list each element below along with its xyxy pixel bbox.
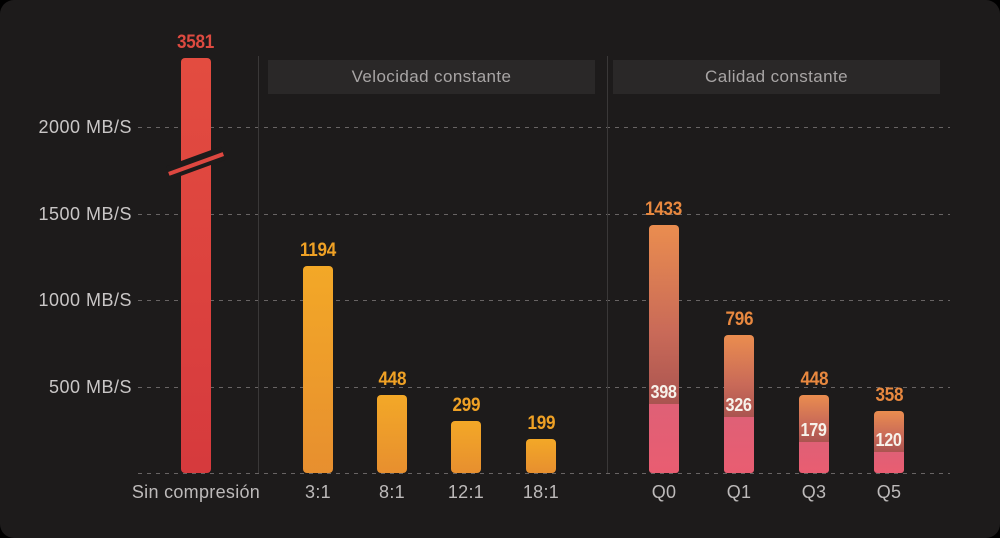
value-label-8-1: 448: [378, 369, 406, 391]
x-tick-label-8-1: 8:1: [379, 482, 405, 502]
x-tick-label-q0: Q0: [651, 482, 677, 502]
bar-segment-upper: [649, 225, 679, 405]
y-axis-label: 1000 MB/S: [38, 290, 132, 310]
x-tick-label-3-1: 3:1: [305, 482, 331, 502]
bar-q0: 398: [649, 225, 679, 473]
bar-segment-upper: [874, 411, 904, 453]
y-axis-label: 500 MB/S: [48, 376, 132, 397]
value-label-q1: 796: [725, 309, 753, 331]
bar-12-1: [451, 421, 481, 473]
bar-q1: 326: [724, 335, 754, 473]
bar-q3: 179: [799, 395, 829, 473]
bar-18-1: [526, 438, 556, 473]
y-axis-label: 2000 MB/S: [38, 117, 132, 137]
value-label-3-1: 1194: [299, 240, 337, 262]
bar-segment-lower: [799, 442, 829, 473]
baseline: [138, 473, 950, 474]
bar-q5: 120: [874, 411, 904, 473]
value-label-q3: 448: [800, 369, 828, 391]
gridline: [138, 127, 950, 128]
gridline: [138, 213, 950, 215]
bar-segment-lower: [649, 404, 679, 473]
value-label-12-1: 299: [452, 395, 480, 417]
bar-3-1: [303, 266, 333, 473]
x-tick-label-18-1: 18:1: [522, 482, 560, 502]
x-tick-label-12-1: 12:1: [447, 482, 485, 502]
y-axis-label: 1500 MB/S: [38, 203, 132, 224]
sub-value-label: 398: [650, 382, 678, 403]
bar-sin-compresion: [181, 58, 211, 473]
section-header-velocidad-constante: Velocidad constante: [268, 60, 595, 94]
sub-value-label: 120: [875, 430, 903, 451]
x-tick-label-q5: Q5: [876, 482, 902, 502]
bar-segment-upper: [724, 335, 754, 417]
x-tick-label-q3: Q3: [801, 482, 827, 502]
gridline: [138, 300, 950, 301]
bar-8-1: [377, 395, 407, 473]
bar-segment-upper: [799, 395, 829, 443]
section-header-calidad-constante: Calidad constante: [613, 60, 940, 94]
bar-segment-lower: [724, 416, 754, 473]
x-tick-label-sin-compresion: Sin compresión: [131, 482, 261, 502]
sub-value-label: 179: [800, 420, 828, 441]
bar-segment-lower: [874, 452, 904, 473]
gridline: [138, 386, 950, 388]
x-tick-label-q1: Q1: [726, 482, 752, 502]
value-label-sin-compresion: 3581: [177, 32, 215, 53]
section-divider: [258, 56, 259, 473]
value-label-q5: 358: [875, 385, 903, 407]
value-label-18-1: 199: [527, 412, 555, 434]
sub-value-label: 326: [725, 394, 753, 415]
value-label-q0: 1433: [645, 199, 683, 221]
section-divider: [607, 56, 608, 473]
